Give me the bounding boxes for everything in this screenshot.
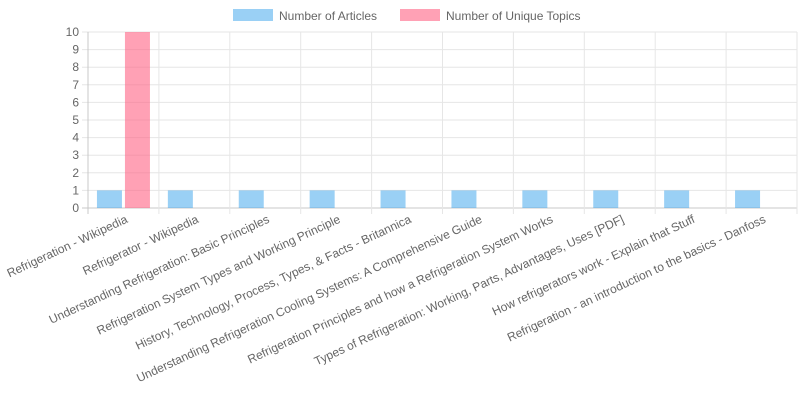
y-tick-label: 8 xyxy=(72,60,79,74)
y-tick-label: 5 xyxy=(72,113,79,127)
x-tick-label: Refrigerator - Wikipedia xyxy=(80,212,200,278)
legend-label-articles: Number of Articles xyxy=(279,9,377,23)
legend-label-unique-topics: Number of Unique Topics xyxy=(446,9,581,23)
legend-swatch-unique-topics xyxy=(400,9,440,21)
bar-articles xyxy=(735,190,761,208)
x-tick-label: Refrigeration - Wikipedia xyxy=(5,212,130,280)
bar-articles xyxy=(238,190,264,208)
y-tick-label: 10 xyxy=(66,25,80,39)
y-tick-label: 3 xyxy=(72,148,79,162)
y-tick-label: 9 xyxy=(72,43,79,57)
y-tick-label: 2 xyxy=(72,166,79,180)
bar-articles xyxy=(167,190,193,208)
y-tick-label: 0 xyxy=(72,201,79,215)
bar-articles xyxy=(522,190,548,208)
bar-articles xyxy=(96,190,122,208)
y-tick-label: 7 xyxy=(72,78,79,92)
bar-unique-topics xyxy=(124,32,150,208)
y-tick-label: 1 xyxy=(72,183,79,197)
bar-articles xyxy=(309,190,335,208)
bar-articles xyxy=(380,190,406,208)
x-tick-label: Refrigeration - an introduction to the b… xyxy=(505,212,768,344)
bar-articles xyxy=(593,190,619,208)
y-tick-label: 6 xyxy=(72,95,79,109)
bar-articles xyxy=(451,190,477,208)
legend-swatch-articles xyxy=(233,9,273,21)
y-tick-label: 4 xyxy=(72,131,79,145)
bar-articles xyxy=(664,190,690,208)
